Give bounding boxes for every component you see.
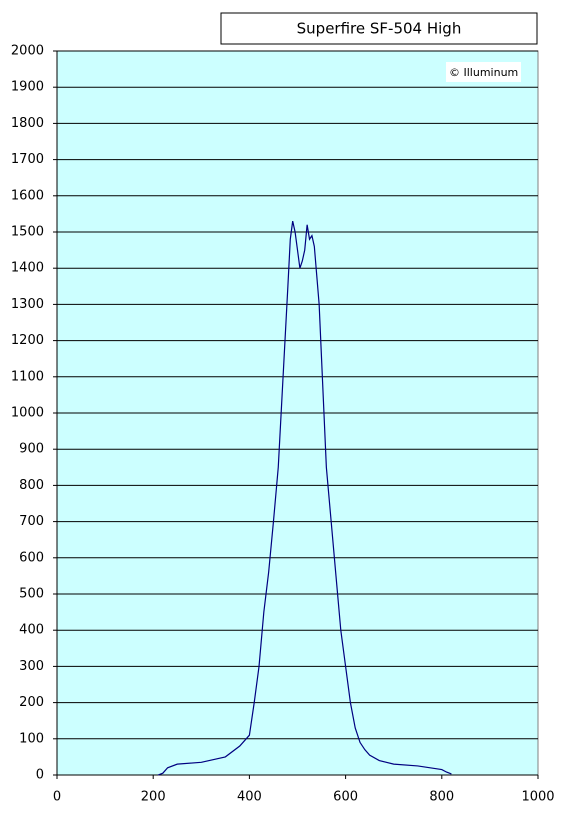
x-tick-label: 0 [53,790,61,805]
data-line [157,221,452,776]
y-tick-label: 2000 [11,44,44,59]
title-box [220,12,538,45]
x-tick-label: 800 [429,790,454,805]
y-tick-label: 1000 [11,406,44,421]
x-tick-label: 600 [333,790,358,805]
y-tick-label: 800 [19,478,44,493]
annotation: © Illuminum [449,66,518,79]
y-tick-label: 1600 [11,188,44,203]
y-tick-label: 0 [36,768,44,783]
y-tick-label: 400 [19,623,44,638]
y-tick-label: 600 [19,550,44,565]
x-tick-label: 400 [237,790,262,805]
y-tick-label: 1500 [11,225,44,240]
chart-title: Superfire SF-504 High [297,20,462,38]
y-tick-label: 1100 [11,369,44,384]
annotation-box [446,62,521,82]
y-tick-label: 200 [19,695,44,710]
y-tick-label: 1700 [11,152,44,167]
y-tick-label: 100 [19,731,44,746]
y-tick-label: 1200 [11,333,44,348]
y-tick-label: 700 [19,514,44,529]
y-tick-label: 1400 [11,261,44,276]
y-tick-label: 1800 [11,116,44,131]
y-tick-label: 300 [19,659,44,674]
x-tick-label: 1000 [521,790,554,805]
y-tick-label: 1300 [11,297,44,312]
y-tick-label: 900 [19,442,44,457]
y-tick-label: 1900 [11,80,44,95]
x-tick-label: 200 [141,790,166,805]
y-tick-label: 500 [19,587,44,602]
